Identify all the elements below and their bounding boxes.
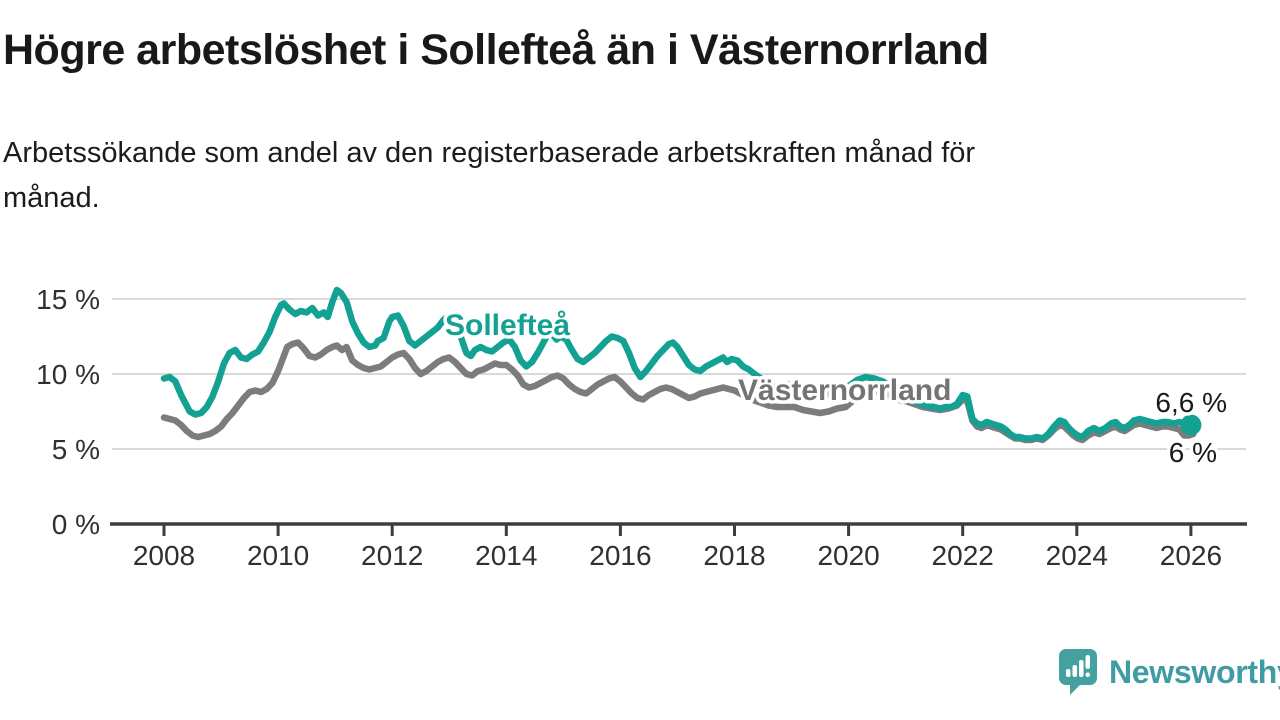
sollefte-line	[160, 286, 1195, 442]
chart-subtitle: Arbetssökande som andel av den registerb…	[3, 131, 1223, 221]
vasternorrland-end-value-label: 6 %	[1169, 437, 1217, 468]
x-axis-tick-labels: 2008 2010 2012 2014 2016 2018 2020 2022 2024 2026	[133, 540, 1222, 571]
logo-exclamation-dot	[1085, 672, 1090, 677]
x-tick-label-2018: 2018	[703, 540, 765, 571]
logo-bar-3	[1079, 660, 1084, 677]
logo-bar-2	[1072, 665, 1077, 677]
x-tick-label-2012: 2012	[361, 540, 423, 571]
y-tick-label-10: 10 %	[36, 359, 100, 390]
newsworthy-logo-mark-icon	[1059, 649, 1097, 695]
y-axis-labels: 0 % 5 % 10 % 15 %	[36, 284, 100, 540]
x-tick-label-2010: 2010	[247, 540, 309, 571]
x-tick-label-2020: 2020	[817, 540, 879, 571]
vsternorrland-line	[160, 339, 1197, 444]
sollefteaa-end-value-label: 6,6 %	[1155, 387, 1227, 418]
data-series	[160, 286, 1197, 444]
y-tick-label-5: 5 %	[52, 434, 100, 465]
x-tick-label-2008: 2008	[133, 540, 195, 571]
x-tick-label-2024: 2024	[1046, 540, 1108, 571]
x-tick-label-2026: 2026	[1160, 540, 1222, 571]
y-tick-label-15: 15 %	[36, 284, 100, 315]
subtitle-line-1: Arbetssökande som andel av den registerb…	[3, 137, 976, 169]
sollefteaa-line-label: Sollefteå	[445, 309, 570, 342]
vasternorrland-line-label: Västernorrland	[738, 374, 951, 407]
x-tick-label-2022: 2022	[932, 540, 994, 571]
logo-bar-1	[1066, 669, 1071, 677]
page-title: Högre arbetslöshet i Sollefteå än i Väst…	[3, 26, 989, 74]
x-tick-label-2016: 2016	[589, 540, 651, 571]
y-tick-label-0: 0 %	[52, 509, 100, 540]
x-axis	[110, 522, 1247, 536]
newsworthy-logo: Newsworthy	[1058, 648, 1280, 696]
brand-name: Newsworthy	[1109, 653, 1280, 690]
sollefteaa-end-dot	[1180, 414, 1202, 436]
x-tick-label-2014: 2014	[475, 540, 537, 571]
logo-exclamation-stem	[1085, 655, 1090, 669]
subtitle-line-2: månad.	[3, 182, 100, 214]
gridlines	[112, 298, 1246, 450]
